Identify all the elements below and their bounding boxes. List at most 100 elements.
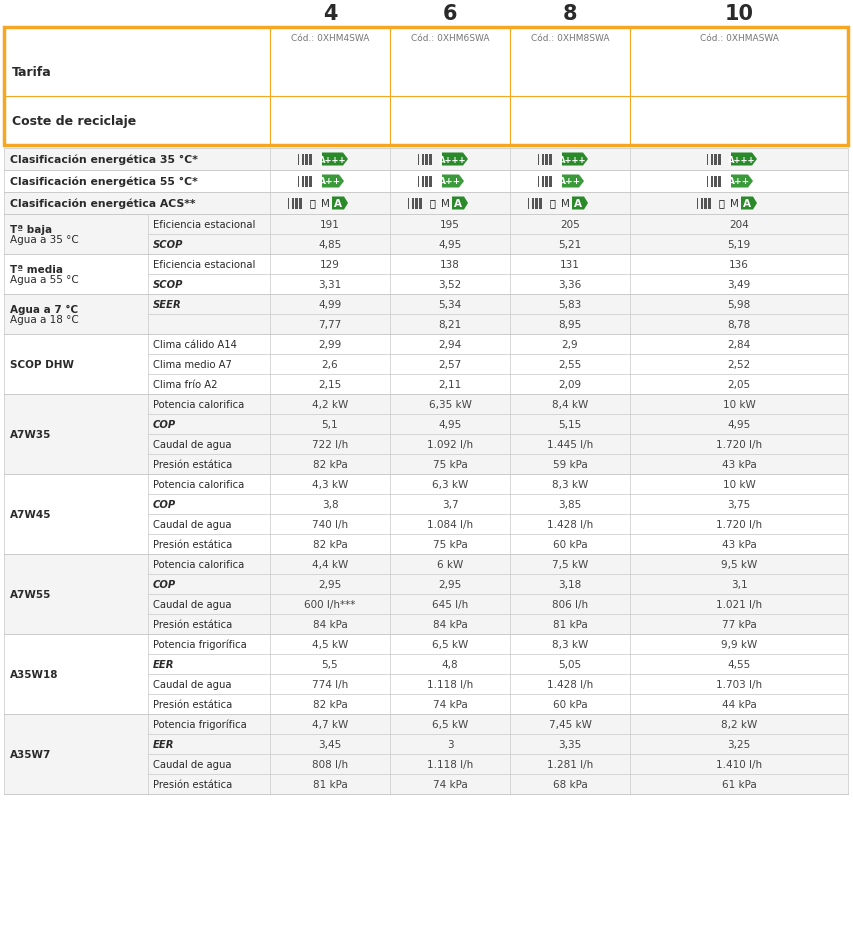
Text: 600 l/h***: 600 l/h*** bbox=[304, 599, 355, 610]
Text: 6,35 kW: 6,35 kW bbox=[428, 400, 471, 409]
Bar bbox=[302, 176, 304, 187]
Text: 8,78: 8,78 bbox=[727, 319, 750, 329]
Text: 1.118 l/h: 1.118 l/h bbox=[426, 679, 473, 690]
Text: Agua a 35 °C: Agua a 35 °C bbox=[10, 235, 78, 245]
Text: 6,5 kW: 6,5 kW bbox=[432, 639, 467, 650]
Text: 3,1: 3,1 bbox=[730, 579, 746, 589]
Text: 7,77: 7,77 bbox=[318, 319, 341, 329]
Polygon shape bbox=[442, 175, 463, 188]
Text: 43 kPa: 43 kPa bbox=[721, 539, 756, 549]
Text: Tarifa: Tarifa bbox=[12, 66, 52, 79]
Text: A++: A++ bbox=[728, 177, 750, 187]
Text: 1.118 l/h: 1.118 l/h bbox=[426, 759, 473, 769]
Text: 10 kW: 10 kW bbox=[722, 480, 755, 489]
Text: Potencia calorifica: Potencia calorifica bbox=[153, 560, 244, 570]
Bar bbox=[306, 176, 307, 187]
Text: 5,5: 5,5 bbox=[322, 659, 338, 669]
Text: Clima frío A2: Clima frío A2 bbox=[153, 380, 218, 390]
Polygon shape bbox=[730, 153, 756, 166]
Text: 4,85: 4,85 bbox=[318, 239, 341, 250]
Text: A: A bbox=[573, 199, 581, 209]
Text: 4,4 kW: 4,4 kW bbox=[311, 560, 348, 570]
Text: 2,15: 2,15 bbox=[318, 380, 341, 390]
Text: Clima cálido A14: Clima cálido A14 bbox=[153, 340, 236, 350]
Bar bbox=[292, 199, 293, 210]
Text: 4,7 kW: 4,7 kW bbox=[311, 719, 348, 729]
Polygon shape bbox=[322, 175, 344, 188]
Bar bbox=[706, 154, 708, 165]
Bar bbox=[287, 199, 289, 210]
Text: 8,2 kW: 8,2 kW bbox=[720, 719, 757, 729]
Text: COP: COP bbox=[153, 499, 176, 509]
Text: A7W45: A7W45 bbox=[10, 509, 51, 520]
Text: 7,45 kW: 7,45 kW bbox=[548, 719, 591, 729]
Bar bbox=[4, 715, 847, 794]
Text: 10 kW: 10 kW bbox=[722, 400, 755, 409]
Bar bbox=[310, 154, 311, 165]
Text: 8,3 kW: 8,3 kW bbox=[551, 639, 588, 650]
Bar bbox=[705, 199, 706, 210]
Bar bbox=[718, 154, 720, 165]
Text: 2,9: 2,9 bbox=[561, 340, 577, 350]
Text: Cód.: 0XHM4SWA: Cód.: 0XHM4SWA bbox=[291, 33, 368, 43]
Text: 3,8: 3,8 bbox=[322, 499, 338, 509]
Bar bbox=[4, 148, 847, 171]
Bar bbox=[408, 199, 409, 210]
Text: 2,99: 2,99 bbox=[318, 340, 341, 350]
Text: Caudal de agua: Caudal de agua bbox=[153, 599, 231, 610]
Text: 81 kPa: 81 kPa bbox=[552, 619, 587, 629]
Text: 722 l/h: 722 l/h bbox=[311, 440, 348, 449]
Text: 4,99: 4,99 bbox=[318, 300, 341, 310]
Text: 3,36: 3,36 bbox=[558, 279, 581, 290]
Text: 8,4 kW: 8,4 kW bbox=[551, 400, 588, 409]
Text: 5,15: 5,15 bbox=[558, 419, 581, 430]
Text: M: M bbox=[320, 199, 329, 209]
Text: 84 kPa: 84 kPa bbox=[312, 619, 347, 629]
Text: 60 kPa: 60 kPa bbox=[552, 539, 587, 549]
Text: SCOP DHW: SCOP DHW bbox=[10, 360, 74, 369]
Text: 1.281 l/h: 1.281 l/h bbox=[546, 759, 593, 769]
Text: 4,55: 4,55 bbox=[727, 659, 750, 669]
Bar bbox=[421, 176, 423, 187]
Bar bbox=[4, 214, 847, 254]
Text: A++: A++ bbox=[319, 177, 341, 187]
Bar bbox=[700, 199, 702, 210]
Text: 8: 8 bbox=[562, 4, 577, 24]
Text: 806 l/h: 806 l/h bbox=[551, 599, 588, 610]
Text: 82 kPa: 82 kPa bbox=[312, 699, 347, 709]
Bar bbox=[412, 199, 413, 210]
Text: 5,21: 5,21 bbox=[558, 239, 581, 250]
Text: Presión estática: Presión estática bbox=[153, 780, 232, 789]
Text: 2,95: 2,95 bbox=[318, 579, 341, 589]
Text: 82 kPa: 82 kPa bbox=[312, 539, 347, 549]
Text: 3,7: 3,7 bbox=[441, 499, 458, 509]
Text: Caudal de agua: Caudal de agua bbox=[153, 679, 231, 690]
Text: 3: 3 bbox=[446, 740, 453, 749]
Bar bbox=[4, 474, 847, 554]
Text: Potencia frigorífica: Potencia frigorífica bbox=[153, 639, 247, 650]
Text: A++: A++ bbox=[438, 177, 461, 187]
Text: Clasificación energética 35 °C*: Clasificación energética 35 °C* bbox=[10, 155, 198, 165]
Text: 204: 204 bbox=[728, 220, 748, 230]
Bar bbox=[426, 154, 427, 165]
Text: 44 kPa: 44 kPa bbox=[721, 699, 756, 709]
Text: 808 l/h: 808 l/h bbox=[311, 759, 348, 769]
Text: 77 kPa: 77 kPa bbox=[721, 619, 756, 629]
Text: Eficiencia estacional: Eficiencia estacional bbox=[153, 220, 255, 230]
Text: A35W7: A35W7 bbox=[10, 749, 51, 759]
Text: 3,18: 3,18 bbox=[558, 579, 581, 589]
Text: 9,9 kW: 9,9 kW bbox=[720, 639, 757, 650]
Text: 195: 195 bbox=[439, 220, 460, 230]
Text: 🚿: 🚿 bbox=[717, 198, 723, 208]
Bar bbox=[536, 199, 537, 210]
Text: 2,11: 2,11 bbox=[438, 380, 461, 390]
Bar bbox=[546, 176, 547, 187]
Text: 131: 131 bbox=[560, 260, 579, 270]
Text: 4,3 kW: 4,3 kW bbox=[311, 480, 348, 489]
Text: Clasificación energética ACS**: Clasificación energética ACS** bbox=[10, 199, 195, 209]
Polygon shape bbox=[730, 175, 752, 188]
Text: A++: A++ bbox=[559, 177, 581, 187]
Text: 8,21: 8,21 bbox=[438, 319, 461, 329]
Bar bbox=[310, 176, 311, 187]
Text: 1.720 l/h: 1.720 l/h bbox=[715, 440, 761, 449]
